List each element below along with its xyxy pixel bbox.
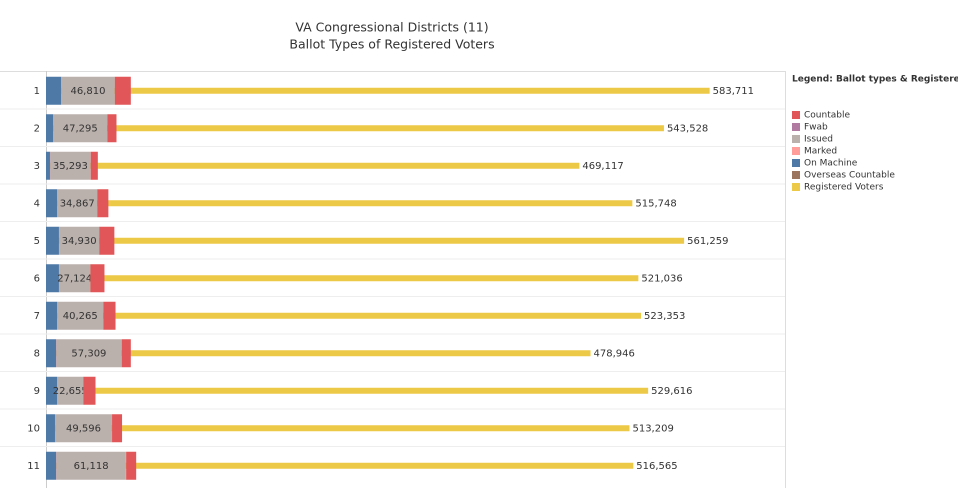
value-label: 583,711 (713, 86, 754, 97)
bar-segment (114, 76, 131, 105)
value-label: 46,810 (70, 86, 105, 97)
y-tick-label: 6 (34, 273, 40, 284)
y-tick-label: 7 (34, 311, 40, 322)
value-label: 469,117 (582, 161, 623, 172)
y-tick-label: 8 (34, 348, 40, 359)
legend-swatch (792, 159, 800, 167)
y-tick-label: 3 (34, 161, 40, 172)
value-label: 61,118 (74, 461, 109, 472)
bar-segment (46, 414, 55, 443)
value-label: 40,265 (63, 311, 98, 322)
legend-swatch (792, 183, 800, 191)
bar-segment (56, 451, 126, 480)
legend-label: Overseas Countable (804, 171, 895, 181)
y-tick-label: 4 (34, 198, 40, 209)
value-label: 529,616 (651, 386, 692, 397)
value-label: 22,655 (53, 386, 88, 397)
chart-subtitle: Ballot Types of Registered Voters (289, 37, 494, 52)
bar-segment (97, 189, 109, 218)
bar-segment (57, 189, 98, 218)
value-label: 516,565 (636, 461, 677, 472)
bar-segment (46, 226, 59, 255)
bar (46, 312, 642, 319)
value-label: 47,295 (63, 123, 98, 134)
bar-segment (83, 376, 96, 405)
legend-swatch (792, 171, 800, 179)
legend-swatch (792, 135, 800, 143)
bar-segment (61, 76, 115, 105)
value-label: 478,946 (594, 348, 635, 359)
bar (46, 387, 649, 394)
bar-segment (46, 376, 58, 405)
value-label: 513,209 (632, 423, 673, 434)
bar-segment (46, 301, 58, 330)
bar-segment (46, 151, 50, 180)
bar (46, 425, 630, 432)
bar-segment (57, 301, 104, 330)
bar (46, 237, 685, 244)
legend-swatch (792, 123, 800, 131)
value-label: 561,259 (687, 236, 728, 247)
bar-segment (46, 451, 57, 480)
value-label: 49,596 (66, 423, 101, 434)
bar-segment (57, 376, 84, 405)
legend-title: Legend: Ballot types & Registered Voters (792, 75, 958, 85)
legend-label: Marked (804, 147, 837, 157)
bar-segment (46, 264, 59, 293)
value-label: 523,353 (644, 311, 685, 322)
bar-segment (50, 151, 91, 180)
bar-segment (46, 189, 58, 218)
y-tick-label: 9 (34, 386, 40, 397)
value-label: 34,867 (60, 198, 95, 209)
y-tick-label: 10 (27, 423, 40, 434)
bar-segment (59, 226, 100, 255)
bar-segment (55, 414, 112, 443)
bar-segment (121, 339, 131, 368)
value-label: 515,748 (635, 198, 676, 209)
bar (46, 162, 580, 169)
bar-segment (59, 264, 91, 293)
legend-swatch (792, 147, 800, 155)
bar-segment (90, 264, 105, 293)
bar-segment (90, 151, 98, 180)
bar-segment (46, 339, 57, 368)
y-tick-label: 5 (34, 236, 40, 247)
legend-label: Registered Voters (804, 183, 884, 193)
value-label: 521,036 (641, 273, 682, 284)
value-label: 27,124 (57, 273, 92, 284)
bar (46, 125, 664, 132)
bar (46, 87, 710, 94)
bar (46, 350, 591, 357)
bar-segment (53, 114, 108, 143)
bar-segment (56, 339, 122, 368)
bar-segment (99, 226, 115, 255)
bar-segment (46, 76, 62, 105)
legend-label: Fwab (804, 123, 828, 133)
chart-title: VA Congressional Districts (11) (295, 20, 488, 35)
bar (46, 200, 633, 207)
bar-segment (112, 414, 123, 443)
value-label: 35,293 (53, 161, 88, 172)
value-label: 543,528 (667, 123, 708, 134)
value-label: 34,930 (62, 236, 97, 247)
bar-segment (107, 114, 117, 143)
legend-label: On Machine (804, 159, 858, 169)
bar (46, 462, 634, 469)
legend-swatch (792, 111, 800, 119)
bar-segment (103, 301, 116, 330)
y-tick-label: 11 (27, 461, 40, 472)
bar (46, 275, 639, 282)
value-label: 57,309 (71, 348, 106, 359)
legend-label: Issued (804, 135, 833, 145)
legend-label: Countable (804, 111, 850, 121)
y-tick-label: 2 (34, 123, 40, 134)
y-tick-label: 1 (34, 86, 40, 97)
bar-segment (46, 114, 54, 143)
bar-segment (126, 451, 137, 480)
